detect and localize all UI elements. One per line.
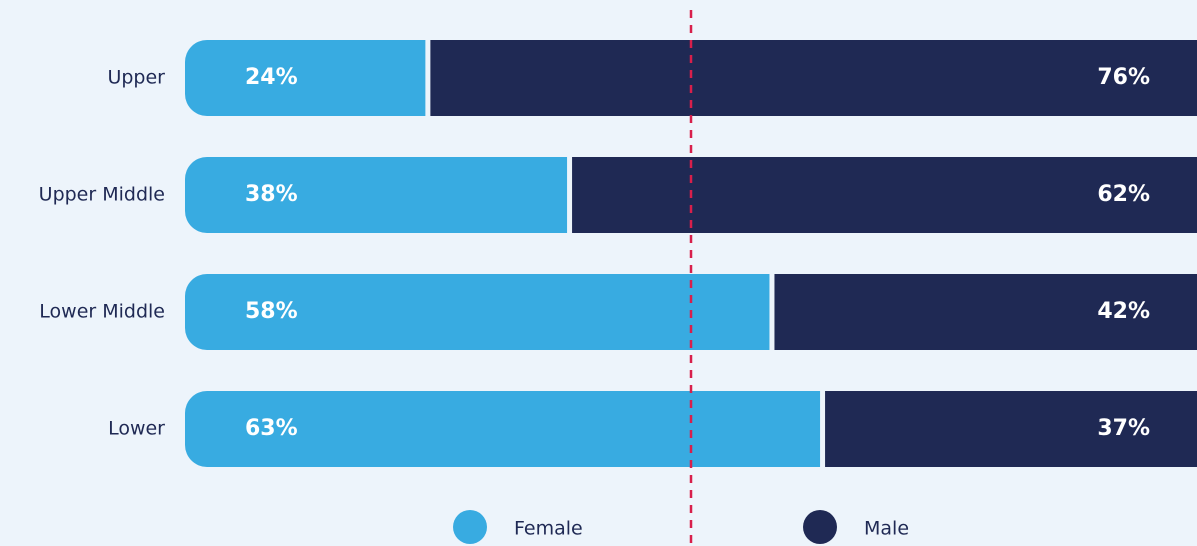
- value-label: 58%: [245, 299, 298, 324]
- bar-segment: [825, 391, 1197, 467]
- bar-segment: [774, 274, 1197, 350]
- value-label: 37%: [1097, 416, 1150, 441]
- legend-label: Male: [864, 518, 909, 540]
- bar-row: [185, 157, 1197, 233]
- legend-label: Female: [514, 518, 583, 540]
- value-label: 24%: [245, 65, 298, 90]
- value-label: 38%: [245, 182, 298, 207]
- bar-segment: [185, 40, 426, 116]
- legend-swatch: [453, 510, 487, 544]
- bar-segment: [430, 40, 1197, 116]
- value-label: 62%: [1097, 182, 1150, 207]
- bar-segment: [185, 391, 821, 467]
- bar-row: [185, 391, 1197, 467]
- bar-segment: [572, 157, 1197, 233]
- category-label: Upper Middle: [39, 184, 165, 206]
- category-label: Lower Middle: [39, 301, 165, 323]
- value-label: 76%: [1097, 65, 1150, 90]
- value-label: 63%: [245, 416, 298, 441]
- bar-row: [185, 274, 1197, 350]
- bar-segment: [185, 157, 568, 233]
- legend-swatch: [803, 510, 837, 544]
- value-label: 42%: [1097, 299, 1150, 324]
- bar-segment: [185, 274, 770, 350]
- category-label: Upper: [107, 67, 165, 89]
- bar-row: [185, 40, 1197, 116]
- category-label: Lower: [108, 418, 165, 440]
